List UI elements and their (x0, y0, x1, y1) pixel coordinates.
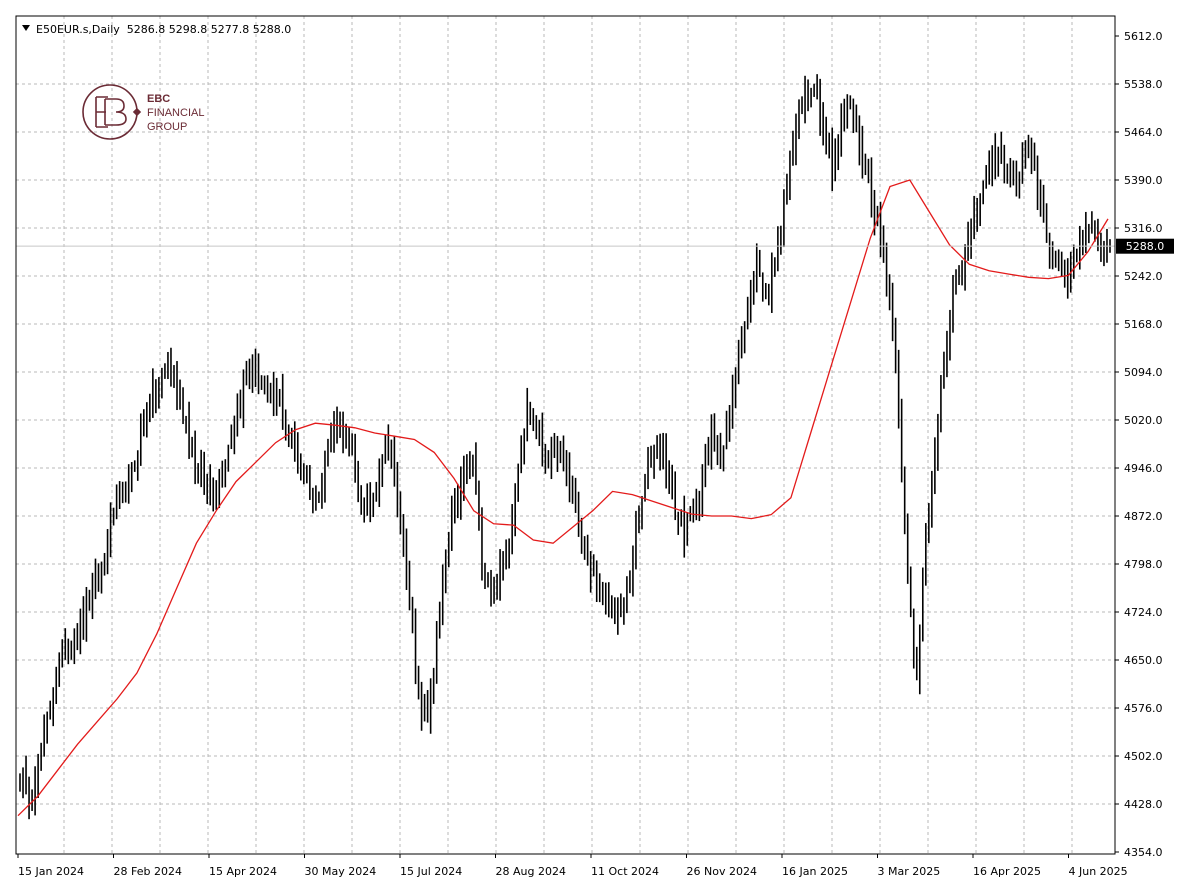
x-tick-label: 28 Aug 2024 (496, 865, 566, 878)
symbol-ohlc-text: E50EUR.s,Daily 5286.8 5298.8 5277.8 5288… (36, 23, 291, 36)
y-tick-label: 5612.0 (1124, 30, 1163, 43)
x-tick-label: 26 Nov 2024 (687, 865, 757, 878)
y-tick-label: 4872.0 (1124, 510, 1163, 523)
y-tick-label: 4798.0 (1124, 558, 1163, 571)
y-tick-label: 5020.0 (1124, 414, 1163, 427)
x-tick-label: 16 Apr 2025 (973, 865, 1041, 878)
x-tick-label: 11 Oct 2024 (591, 865, 659, 878)
time-axis[interactable]: 15 Jan 2024 28 Feb 2024 15 Apr 2024 30 May … (17, 854, 1128, 878)
symbol-header[interactable]: E50EUR.s,Daily 5286.8 5298.8 5277.8 5288… (22, 23, 291, 36)
ebc-logo: EBC FINANCIAL GROUP (82, 84, 204, 140)
y-tick-label: 4946.0 (1124, 462, 1163, 475)
y-tick-label: 5390.0 (1124, 174, 1163, 187)
ohlc-bars (19, 74, 1111, 820)
x-tick-label: 15 Apr 2024 (209, 865, 277, 878)
current-price-label: 5288.0 (1126, 240, 1165, 253)
x-tick-label: 4 Jun 2025 (1069, 865, 1128, 878)
y-tick-label: 4354.0 (1124, 846, 1163, 859)
y-tick-label: 4576.0 (1124, 702, 1163, 715)
x-tick-label: 30 May 2024 (305, 865, 377, 878)
plot-frame (15, 15, 1116, 855)
logo-line-3: GROUP (147, 121, 187, 133)
y-tick-label: 5538.0 (1124, 78, 1163, 91)
y-tick-label: 5464.0 (1124, 126, 1163, 139)
dropdown-triangle-icon[interactable] (22, 25, 30, 31)
moving-average-line (17, 179, 1109, 817)
grid (16, 16, 1115, 854)
logo-line-2: FINANCIAL (147, 107, 204, 119)
logo-line-1: EBC (147, 93, 170, 105)
x-tick-label: 3 Mar 2025 (878, 865, 941, 878)
y-tick-label: 5242.0 (1124, 270, 1163, 283)
ebc-logo-mark-icon (82, 84, 142, 140)
y-tick-label: 5316.0 (1124, 222, 1163, 235)
x-tick-label: 15 Jul 2024 (400, 865, 462, 878)
y-tick-label: 4724.0 (1124, 606, 1163, 619)
y-tick-label: 5094.0 (1124, 366, 1163, 379)
x-tick-label: 28 Feb 2024 (114, 865, 182, 878)
x-tick-label: 16 Jan 2025 (782, 865, 848, 878)
y-tick-label: 5168.0 (1124, 318, 1163, 331)
current-price-tag: 5288.0 (1116, 238, 1174, 254)
x-tick-label: 15 Jan 2024 (18, 865, 84, 878)
y-tick-label: 4650.0 (1124, 654, 1163, 667)
price-axis[interactable]: 5612.0 5538.0 5464.0 5390.0 5316.0 5242.0 5168… (1115, 30, 1163, 859)
y-tick-label: 4502.0 (1124, 750, 1163, 763)
y-tick-label: 4428.0 (1124, 798, 1163, 811)
